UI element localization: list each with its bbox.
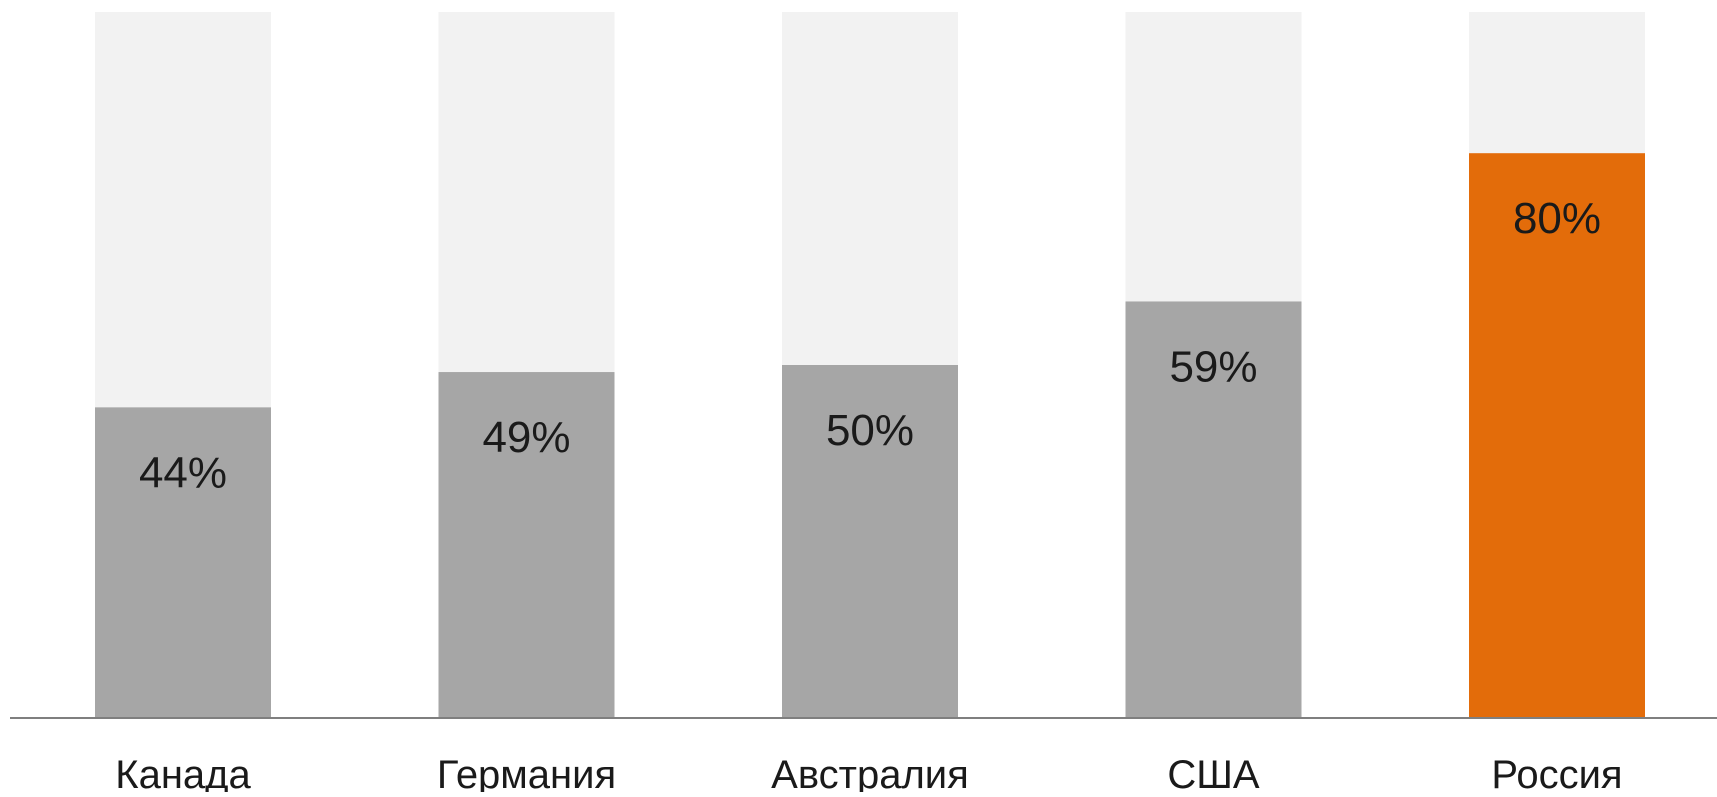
category-tick-label: Германия (437, 753, 616, 792)
bar (1469, 153, 1645, 718)
data-label: 80% (1513, 194, 1601, 243)
data-label: 50% (826, 406, 914, 455)
category-tick-label: Россия (1491, 753, 1622, 792)
category-tick-label: Австралия (771, 753, 969, 792)
bar (438, 372, 615, 718)
bar (782, 365, 958, 718)
category-tick-label: Канада (115, 753, 251, 792)
bar (1125, 301, 1302, 718)
bar (95, 407, 271, 718)
labels-layer: 44% Канада 49% Германия 50% Австралия 59% США 80… (115, 194, 1622, 797)
category-tick-label: США (1167, 753, 1260, 792)
data-label: 59% (1169, 342, 1257, 391)
data-label: 44% (139, 448, 227, 497)
data-label: 49% (482, 413, 570, 462)
bars-layer (95, 12, 1645, 718)
